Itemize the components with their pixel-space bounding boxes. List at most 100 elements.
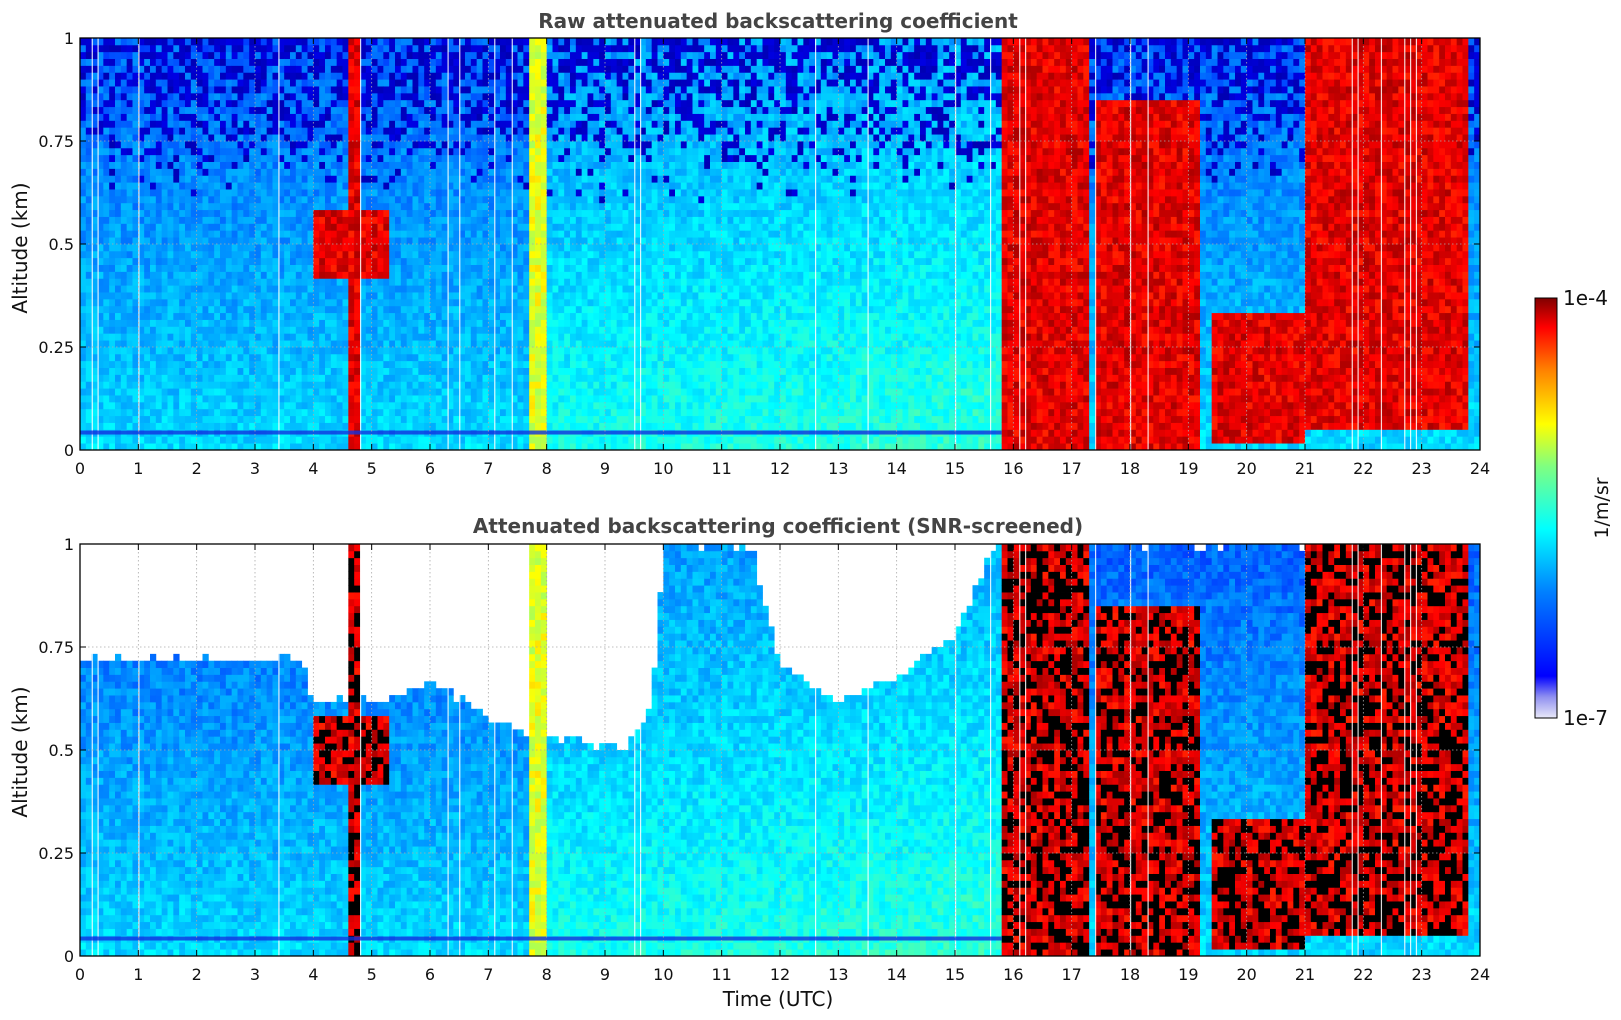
heatmap-cell <box>168 86 174 93</box>
heatmap-cell <box>238 271 244 278</box>
heatmap-cell <box>249 45 255 52</box>
heatmap-cell <box>121 210 127 217</box>
heatmap-cell <box>220 423 226 430</box>
heatmap-cell <box>179 114 185 121</box>
heatmap-cell <box>115 320 121 327</box>
heatmap-cell <box>127 189 133 196</box>
heatmap-cell <box>232 292 238 299</box>
heatmap-cell <box>226 72 232 79</box>
heatmap-cell <box>109 155 115 162</box>
heatmap-cell <box>80 251 86 258</box>
heatmap-cell <box>150 381 156 388</box>
heatmap-cell <box>80 320 86 327</box>
heatmap-cell <box>144 141 150 148</box>
heatmap-cell <box>86 168 92 175</box>
heatmap-cell <box>115 175 121 182</box>
heatmap-cell <box>203 182 209 189</box>
heatmap-cell <box>156 217 162 224</box>
heatmap-cell <box>121 423 127 430</box>
heatmap-cell <box>179 52 185 59</box>
heatmap-cell <box>86 210 92 217</box>
heatmap-cell <box>173 374 179 381</box>
heatmap-cell <box>144 402 150 409</box>
heatmap-cell <box>80 278 86 285</box>
heatmap-cell <box>232 423 238 430</box>
heatmap-cell <box>168 182 174 189</box>
heatmap-cell <box>103 251 109 258</box>
heatmap-cell <box>232 340 238 347</box>
heatmap-cell <box>86 381 92 388</box>
heatmap-cell <box>197 223 203 230</box>
heatmap-cell <box>115 251 121 258</box>
heatmap-cell <box>185 368 191 375</box>
heatmap-cell <box>238 347 244 354</box>
heatmap-cell <box>133 237 139 244</box>
heatmap-cell <box>80 203 86 210</box>
heatmap-cell <box>238 38 244 45</box>
heatmap-cell <box>162 285 168 292</box>
heatmap-cell <box>80 86 86 93</box>
heatmap-cell <box>156 285 162 292</box>
heatmap-cell <box>220 306 226 313</box>
heatmap-cell <box>220 217 226 224</box>
heatmap-cell <box>115 333 121 340</box>
heatmap-cell <box>249 217 255 224</box>
heatmap-cell <box>133 368 139 375</box>
heatmap-cell <box>150 299 156 306</box>
heatmap-cell <box>243 409 249 416</box>
heatmap-cell <box>191 107 197 114</box>
heatmap-cell <box>133 217 139 224</box>
heatmap-cell <box>185 141 191 148</box>
heatmap-cell <box>208 189 214 196</box>
heatmap-cell <box>208 59 214 66</box>
heatmap-cell <box>226 134 232 141</box>
heatmap-cell <box>191 100 197 107</box>
heatmap-cell <box>150 79 156 86</box>
heatmap-cell <box>115 79 121 86</box>
heatmap-cell <box>86 203 92 210</box>
heatmap-cell <box>203 155 209 162</box>
data-gap <box>138 38 139 450</box>
heatmap-cell <box>121 134 127 141</box>
heatmap-cell <box>197 100 203 107</box>
heatmap-cell <box>150 423 156 430</box>
heatmap-cell <box>243 443 249 450</box>
heatmap-cell <box>208 333 214 340</box>
heatmap-cell <box>214 210 220 217</box>
heatmap-cell <box>249 65 255 72</box>
heatmap-cell <box>80 107 86 114</box>
heatmap-cell <box>179 368 185 375</box>
heatmap-cell <box>150 203 156 210</box>
heatmap-cell <box>214 65 220 72</box>
heatmap-cell <box>179 93 185 100</box>
heatmap-cell <box>191 320 197 327</box>
heatmap-cell <box>197 93 203 100</box>
heatmap-cell <box>127 155 133 162</box>
heatmap-cell <box>103 230 109 237</box>
heatmap-cell <box>80 52 86 59</box>
heatmap-cell <box>133 306 139 313</box>
heatmap-cell <box>243 189 249 196</box>
heatmap-cell <box>133 162 139 169</box>
heatmap-cell <box>173 340 179 347</box>
heatmap-cell <box>150 409 156 416</box>
heatmap-cell <box>109 416 115 423</box>
heatmap-cell <box>226 100 232 107</box>
heatmap-cell <box>220 395 226 402</box>
heatmap-cell <box>220 326 226 333</box>
heatmap-cell <box>115 93 121 100</box>
heatmap-cell <box>173 148 179 155</box>
heatmap-cell <box>115 217 121 224</box>
heatmap-cell <box>238 423 244 430</box>
heatmap-cell <box>115 381 121 388</box>
heatmap-cell <box>144 203 150 210</box>
heatmap-cell <box>156 292 162 299</box>
heatmap-cell <box>197 299 203 306</box>
heatmap-cell <box>243 368 249 375</box>
heatmap-cell <box>150 45 156 52</box>
heatmap-cell <box>249 100 255 107</box>
heatmap-cell <box>220 65 226 72</box>
heatmap-cell <box>185 168 191 175</box>
heatmap-cell <box>168 416 174 423</box>
heatmap-cell <box>208 388 214 395</box>
